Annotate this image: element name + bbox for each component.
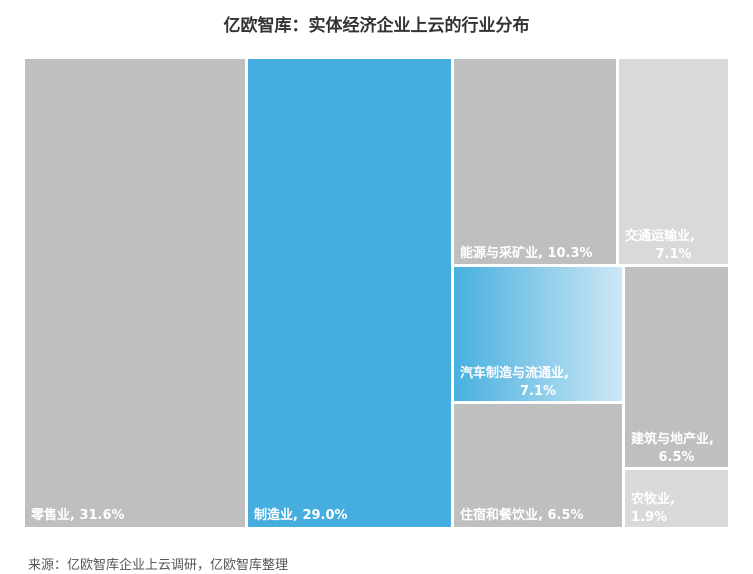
- tile-label: 交通运输业,: [625, 228, 695, 244]
- tile-label: 能源与采矿业, 10.3%: [460, 245, 593, 261]
- tile-label: 7.1%: [520, 384, 556, 399]
- tile-2-rect: [248, 59, 451, 527]
- tile-label: 1.9%: [631, 510, 667, 525]
- tile-1-rect: [25, 59, 245, 527]
- treemap-tile: 汽车制造与流通业, 7.1%: [454, 267, 622, 401]
- treemap-tile: 住宿和餐饮业, 6.5%: [454, 404, 622, 527]
- tile-label: 6.5%: [658, 450, 694, 465]
- treemap-tile: 农牧业, 1.9%: [625, 470, 728, 527]
- tile-label: 7.1%: [655, 247, 691, 262]
- treemap-tile: 建筑与地产业, 6.5%: [625, 267, 728, 467]
- treemap-tile: 交通运输业, 7.1%: [619, 59, 728, 264]
- source-note: 来源：亿欧智库企业上云调研，亿欧智库整理: [28, 558, 289, 573]
- treemap-tile: 零售业, 31.6%: [25, 59, 245, 527]
- tile-8-rect: [625, 470, 728, 527]
- chart-title: 亿欧智库：实体经济企业上云的行业分布: [223, 16, 530, 36]
- treemap-tile: 能源与采矿业, 10.3%: [454, 59, 616, 264]
- tile-5-rect: [454, 267, 622, 401]
- treemap-tile: 制造业, 29.0%: [248, 59, 451, 527]
- tile-3-rect: [454, 59, 616, 264]
- tile-label: 农牧业,: [630, 491, 675, 507]
- tile-7-rect: [454, 404, 622, 527]
- tile-label: 零售业, 31.6%: [30, 507, 125, 523]
- tile-label: 汽车制造与流通业,: [460, 365, 569, 381]
- tile-6-rect: [625, 267, 728, 467]
- tile-label: 制造业, 29.0%: [254, 507, 348, 523]
- tile-label: 住宿和餐饮业, 6.5%: [460, 507, 584, 523]
- tile-label: 建筑与地产业,: [631, 431, 714, 447]
- tile-4-rect: [619, 59, 728, 264]
